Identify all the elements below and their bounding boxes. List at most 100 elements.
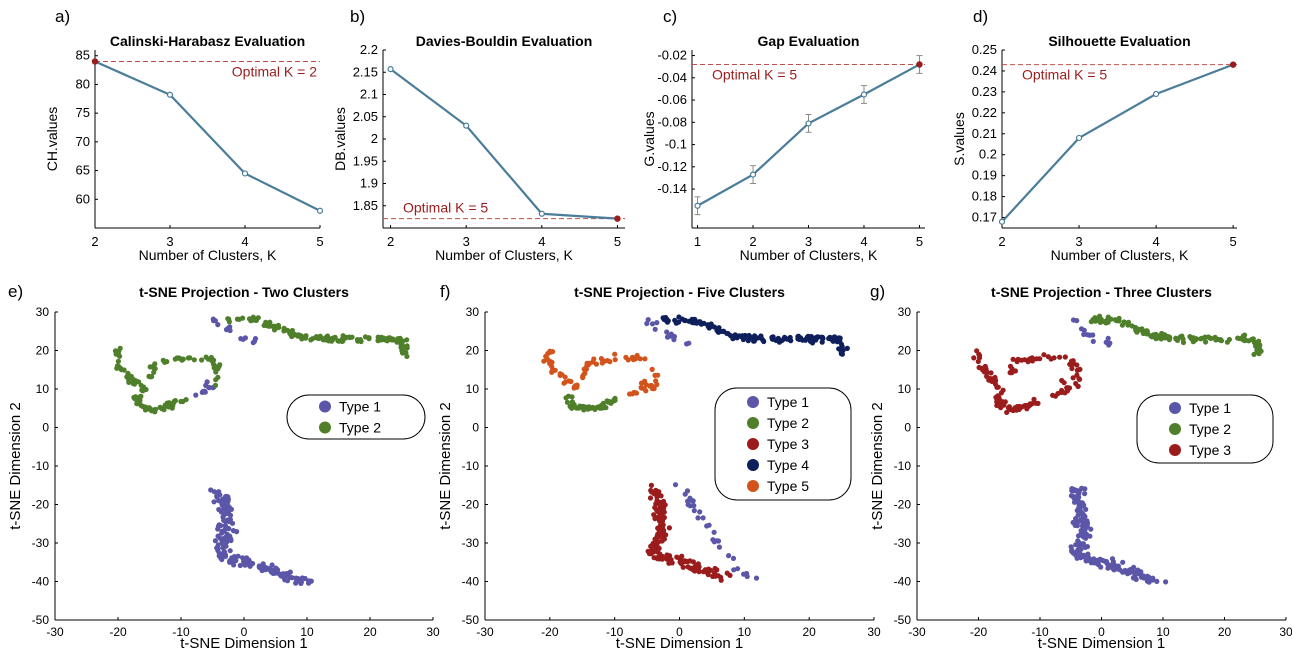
y-tick-label: -40 xyxy=(462,575,480,589)
scatter-point xyxy=(590,359,596,365)
y-tick-label: 0.24 xyxy=(972,63,997,78)
scatter-point xyxy=(819,339,825,345)
scatter-point xyxy=(654,493,661,499)
scatter-point xyxy=(1105,317,1111,323)
scatter-point xyxy=(701,320,707,326)
scatter-point xyxy=(995,397,1001,403)
x-tick-label: 10 xyxy=(300,625,314,639)
scatter-point xyxy=(655,372,661,378)
scatter-point xyxy=(639,385,645,391)
scatter-point xyxy=(564,399,571,405)
y-tick-label: -30 xyxy=(894,536,912,550)
scatter-point xyxy=(1218,337,1224,343)
scatter-point xyxy=(584,360,590,366)
scatter-point xyxy=(652,326,658,332)
y-axis-label: DB.values xyxy=(332,107,348,171)
y-tick-label: 10 xyxy=(36,382,50,396)
y-tick-label: 1.9 xyxy=(360,176,378,191)
optimal-annotation: Optimal K = 2 xyxy=(232,63,317,79)
y-tick-label: -0.08 xyxy=(657,114,687,129)
scatter-point xyxy=(654,535,660,541)
scatter-point xyxy=(664,329,670,335)
scatter-point xyxy=(226,526,232,532)
scatter-point xyxy=(1004,409,1010,415)
legend-label: Type 5 xyxy=(767,478,809,494)
scatter-point xyxy=(1152,333,1158,339)
scatter-point xyxy=(137,394,143,400)
scatter-point xyxy=(295,576,301,582)
scatter-point xyxy=(1068,544,1074,550)
scatter-point xyxy=(224,539,230,545)
scatter-point xyxy=(307,578,313,584)
scatter-point xyxy=(284,578,291,584)
scatter-point xyxy=(1213,337,1219,343)
scatter-point xyxy=(265,321,271,327)
scatter-point xyxy=(730,555,737,562)
scatter-point xyxy=(1072,551,1078,557)
scatter-point xyxy=(178,398,184,405)
scatter-point xyxy=(1077,376,1083,382)
scatter-point xyxy=(804,334,811,340)
scatter-point xyxy=(404,337,410,343)
scatter-point xyxy=(147,364,153,370)
y-tick-label: 2.1 xyxy=(360,87,378,102)
scatter-point xyxy=(211,318,217,324)
scatter-point xyxy=(1129,323,1135,329)
scatter-point xyxy=(603,405,609,411)
scatter-point xyxy=(701,568,708,574)
y-tick-label: 1.95 xyxy=(353,153,378,168)
scatter-point xyxy=(354,337,361,343)
scatter-point xyxy=(649,321,656,327)
scatter-point xyxy=(1082,491,1088,497)
scatter-point xyxy=(697,509,703,515)
scatter-point xyxy=(227,548,233,554)
y-tick-label: -0.1 xyxy=(665,137,687,152)
y-axis-label: S.values xyxy=(951,112,967,166)
chart-title: t-SNE Projection - Three Clusters xyxy=(991,284,1212,300)
y-tick-label: -20 xyxy=(32,498,50,512)
x-axis-label: t-SNE Dimension 1 xyxy=(180,635,308,652)
scatter-point xyxy=(1033,400,1039,406)
scatter-point xyxy=(1107,340,1113,346)
scatter-point xyxy=(1121,319,1127,325)
scatter-point xyxy=(686,340,692,346)
x-tick-label: 10 xyxy=(738,625,752,639)
x-tick-label: 2 xyxy=(91,234,98,249)
legend-box xyxy=(714,387,852,501)
scatter-point xyxy=(1007,363,1014,369)
legend-marker xyxy=(319,400,331,413)
legend-label: Type 1 xyxy=(339,399,381,415)
scatter-point xyxy=(206,385,213,391)
scatter-point xyxy=(708,323,714,330)
series-type-3 xyxy=(645,482,733,583)
legend-marker xyxy=(747,417,759,429)
scatter-point xyxy=(1203,339,1209,345)
scatter-point xyxy=(652,516,658,522)
scatter-point xyxy=(209,357,215,364)
y-tick-label: -40 xyxy=(894,575,912,589)
y-axis-label: G.values xyxy=(641,111,657,166)
x-tick-label: 3 xyxy=(166,234,173,249)
scatter-point xyxy=(1076,505,1082,511)
scatter-point xyxy=(231,562,237,568)
x-tick-label: 2 xyxy=(749,234,756,249)
scatter-point xyxy=(297,333,303,339)
scatter-point xyxy=(215,366,221,372)
x-tick-label: 10 xyxy=(1156,625,1170,639)
scatter-point xyxy=(663,318,670,324)
panel-c: c) Gap Evaluation 1 2 3 4 5 -0.14 -0.12 -0.1 -0.08… xyxy=(641,7,925,263)
scatter-point xyxy=(741,334,747,340)
scatter-point xyxy=(1092,315,1098,321)
scatter-point xyxy=(398,341,404,347)
scatter-point xyxy=(692,564,698,570)
legend-label: Type 2 xyxy=(339,420,381,436)
scatter-point xyxy=(247,563,253,569)
scatter-point xyxy=(612,357,618,363)
scatter-point xyxy=(1111,567,1117,573)
scatter-point xyxy=(625,357,631,363)
scatter-point xyxy=(1085,551,1091,557)
y-tick-label: 2.05 xyxy=(353,109,378,124)
scatter-point xyxy=(285,572,291,578)
scatter-point xyxy=(1078,326,1085,332)
y-tick-label: -50 xyxy=(894,613,912,627)
